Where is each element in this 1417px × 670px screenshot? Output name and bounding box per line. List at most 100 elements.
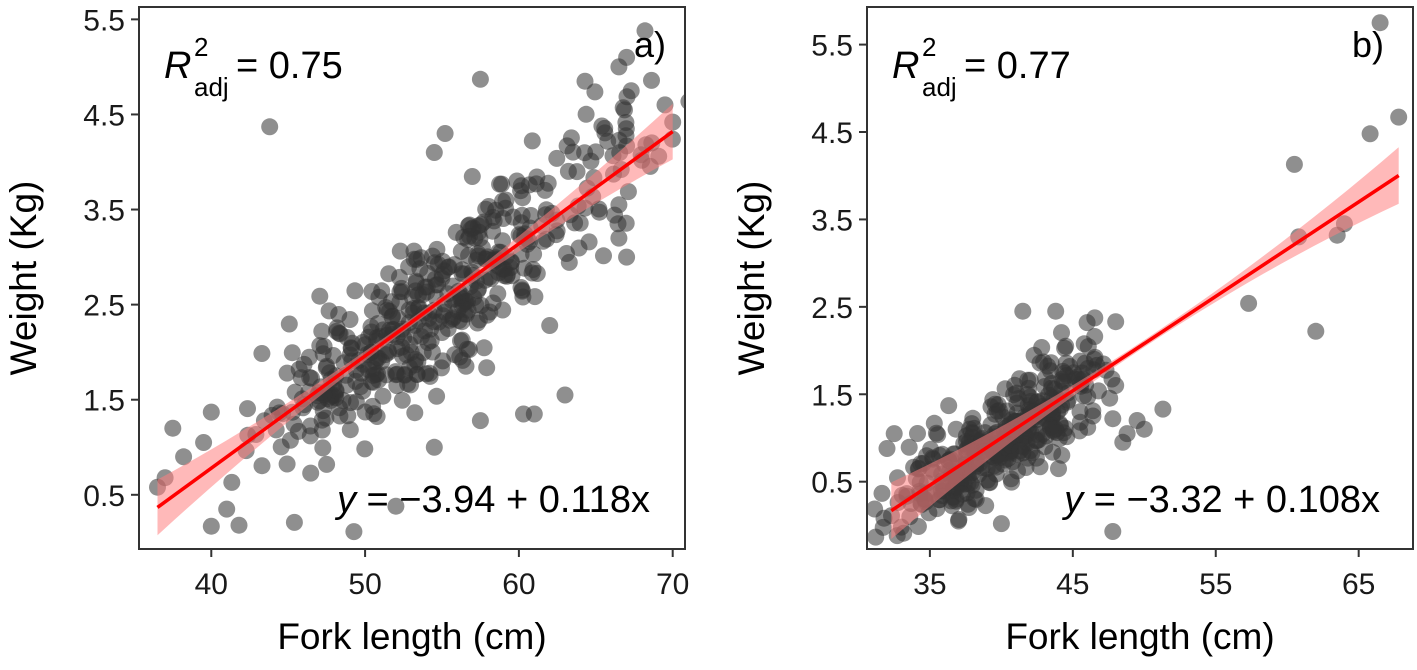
y-tick-label: 0.5 [811, 467, 853, 500]
y-tick-label: 4.5 [811, 117, 853, 150]
data-point [885, 425, 903, 443]
r2-annotation: R 2 adj = 0.75 [164, 32, 343, 102]
data-point [878, 440, 896, 457]
x-tick-label: 50 [348, 568, 381, 601]
data-point [1027, 449, 1045, 467]
data-point [636, 22, 654, 40]
data-point [295, 355, 313, 373]
data-point [347, 393, 365, 411]
data-point [450, 312, 468, 329]
data-point [272, 438, 290, 456]
data-point [1107, 313, 1125, 331]
data-point [1014, 302, 1032, 320]
data-point [1371, 14, 1389, 32]
data-point [513, 282, 531, 300]
data-point [411, 260, 429, 278]
data-point [994, 455, 1012, 473]
data-point [292, 369, 310, 387]
data-point [301, 427, 319, 445]
data-point [406, 404, 424, 422]
y-tick-label: 3.5 [83, 195, 125, 228]
data-point [586, 83, 604, 101]
data-point [164, 419, 182, 437]
data-point [515, 259, 533, 277]
data-point [1307, 322, 1325, 340]
r2-symbol: R [892, 45, 919, 87]
data-point [643, 71, 660, 89]
data-point [428, 387, 446, 405]
data-point [909, 425, 926, 442]
data-point [261, 118, 279, 136]
data-point [595, 247, 612, 265]
data-point [564, 143, 582, 161]
data-point [1086, 348, 1104, 366]
data-point [568, 163, 586, 181]
data-point [513, 206, 531, 224]
data-point [1086, 309, 1104, 327]
data-point [988, 402, 1006, 420]
y-tick-label: 1.5 [811, 379, 853, 412]
data-point [405, 242, 423, 260]
y-tick-label: 5.5 [811, 30, 853, 63]
data-point [422, 320, 440, 338]
fit-line [156, 130, 674, 509]
y-axis-title: Weight (Kg) [3, 181, 44, 376]
panel-a: 0.5 1.5 2.5 3.5 4.5 5.5 40 50 60 70 Fork length (c… [3, 4, 720, 657]
data-point [463, 168, 481, 185]
data-point [1104, 410, 1122, 428]
y-tick-label: 2.5 [83, 290, 125, 323]
data-point [471, 412, 489, 430]
data-point [425, 438, 443, 456]
data-point [253, 345, 271, 362]
data-point [1011, 442, 1029, 460]
plot-area [867, 14, 1408, 546]
fit-line [890, 174, 1400, 513]
data-point [399, 375, 417, 393]
data-point [619, 183, 637, 201]
x-axis-title: Fork length (cm) [1005, 616, 1274, 657]
data-point [313, 322, 331, 340]
fit-equation: y = −3.94 + 0.118x [334, 479, 650, 521]
data-point [580, 233, 598, 251]
data-point [1154, 400, 1172, 418]
data-point [616, 101, 633, 119]
data-point [1050, 460, 1067, 478]
data-point [1104, 523, 1122, 540]
data-point [393, 283, 411, 301]
data-point [489, 285, 507, 303]
data-point [495, 260, 513, 278]
data-point [527, 175, 545, 193]
x-tick-label: 60 [502, 568, 535, 601]
data-point [1033, 339, 1051, 356]
data-point [1128, 412, 1146, 429]
r2-subscript: adj [922, 72, 957, 102]
data-point [525, 405, 543, 423]
data-point [927, 424, 945, 442]
data-point [409, 286, 427, 304]
data-point [311, 287, 329, 305]
data-point [365, 405, 383, 423]
panel-border [866, 6, 1414, 550]
data-point [618, 88, 636, 106]
data-point [582, 152, 600, 170]
data-point [471, 70, 489, 88]
data-point [1086, 328, 1104, 345]
data-point [867, 528, 885, 546]
x-tick-label: 45 [1056, 568, 1089, 601]
x-tick-label: 35 [913, 568, 946, 601]
data-point [950, 511, 968, 528]
data-point [223, 473, 241, 491]
data-point [928, 500, 946, 518]
fit-equation: y = −3.32 + 0.108x [1061, 479, 1380, 521]
data-point [369, 315, 387, 333]
data-point [610, 131, 628, 149]
data-point [341, 421, 359, 439]
data-point [485, 212, 503, 230]
x-tick-label: 70 [656, 568, 689, 601]
y-tick-label: 3.5 [811, 204, 853, 237]
data-point [1361, 125, 1379, 143]
data-point [338, 329, 356, 346]
data-point [703, 22, 720, 39]
data-point [1037, 427, 1055, 445]
data-point [1084, 402, 1102, 420]
